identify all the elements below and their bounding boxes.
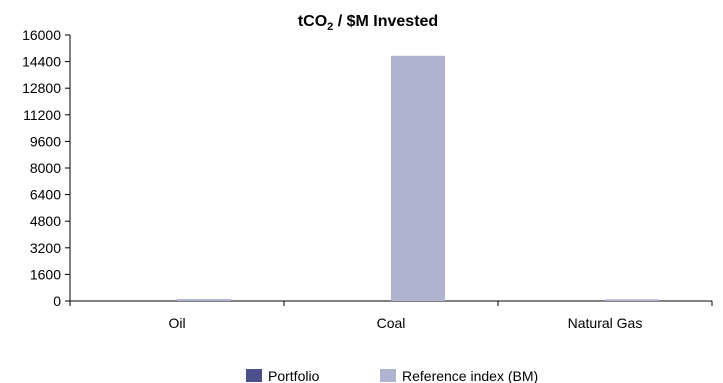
y-tick-label: 12800: [22, 80, 61, 96]
y-tick-label: 9600: [30, 133, 61, 149]
chart-title-rest: / $M Invested: [333, 13, 438, 30]
y-tick-label: 16000: [22, 27, 61, 43]
bar-reference-index-oil: [177, 299, 231, 301]
chart-title-main: tCO: [298, 13, 327, 30]
bar-reference-index-natural-gas: [605, 299, 659, 301]
chart-title: tCO2 / $M Invested: [298, 13, 438, 33]
x-tick-label: Oil: [168, 315, 185, 331]
legend-label: Portfolio: [268, 368, 320, 383]
x-tick-label: Natural Gas: [568, 315, 643, 331]
y-tick-label: 4800: [30, 213, 61, 229]
y-axis: 0 1600 3200 4800 6400 8000 9600 11200 12800 14400…: [22, 27, 71, 309]
legend-label: Reference index (BM): [402, 368, 538, 383]
bar-reference-index-coal: [391, 55, 445, 301]
y-tick-label: 8000: [30, 160, 61, 176]
y-tick-label: 3200: [30, 240, 61, 256]
y-tick-label: 6400: [30, 187, 61, 203]
legend-swatch: [246, 369, 262, 382]
y-tick-label: 1600: [30, 266, 61, 282]
legend-swatch: [380, 369, 396, 382]
bars: [177, 55, 659, 301]
y-tick-label: 11200: [23, 107, 61, 123]
legend: Portfolio Reference index (BM): [246, 368, 538, 383]
chart-title-subscript: 2: [327, 21, 333, 33]
x-tick-label: Coal: [377, 315, 406, 331]
y-tick-label: 14400: [22, 54, 61, 70]
y-tick-label: 0: [53, 293, 61, 309]
x-axis: Oil Coal Natural Gas: [69, 300, 713, 331]
